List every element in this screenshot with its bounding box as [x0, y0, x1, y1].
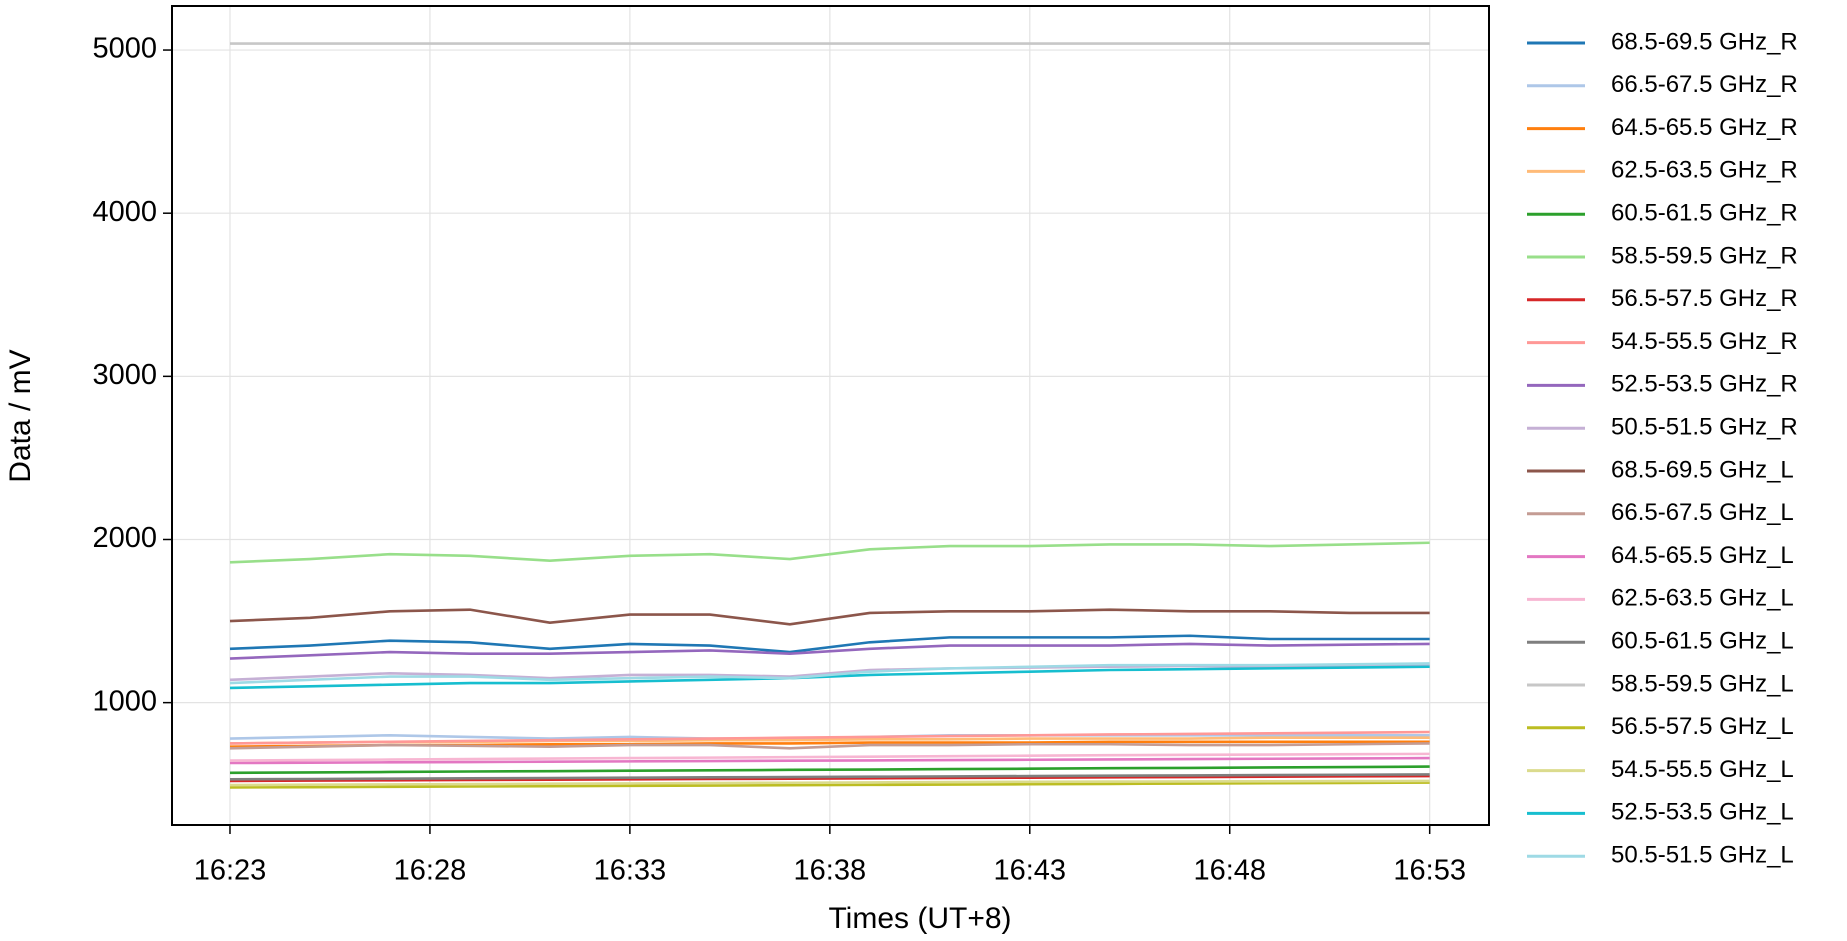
x-tick-label: 16:23	[194, 855, 267, 887]
legend-label: 64.5-65.5 GHz_R	[1611, 114, 1798, 141]
data-line	[229, 779, 1430, 787]
data-line	[229, 662, 1430, 685]
data-line	[229, 634, 1430, 654]
data-line	[229, 730, 1430, 745]
legend-label: 50.5-51.5 GHz_L	[1611, 842, 1794, 869]
data-line	[229, 756, 1430, 765]
data-line	[229, 541, 1430, 564]
x-tick-label: 16:33	[594, 855, 667, 887]
x-tick-label: 16:48	[1193, 855, 1266, 887]
legend-label: 54.5-55.5 GHz_R	[1611, 328, 1798, 355]
x-tick-label: 16:38	[794, 855, 867, 887]
y-tick-label: 1000	[92, 685, 157, 717]
legend-label: 52.5-53.5 GHz_R	[1611, 371, 1798, 398]
x-tick-label: 16:43	[993, 855, 1066, 887]
legend-label: 64.5-65.5 GHz_L	[1611, 542, 1794, 569]
data-line	[229, 642, 1430, 660]
legend-label: 62.5-63.5 GHz_L	[1611, 585, 1794, 612]
legend-label: 60.5-61.5 GHz_L	[1611, 628, 1794, 655]
legend-label: 56.5-57.5 GHz_L	[1611, 713, 1794, 740]
legend-label: 52.5-53.5 GHz_L	[1611, 799, 1794, 826]
x-tick-label: 16:28	[394, 855, 467, 887]
legend-label: 58.5-59.5 GHz_R	[1611, 242, 1798, 269]
legend-label: 58.5-59.5 GHz_L	[1611, 670, 1794, 697]
y-axis-label: Data / mV	[4, 349, 37, 482]
y-tick-label: 5000	[92, 33, 157, 65]
legend-label: 68.5-69.5 GHz_R	[1611, 28, 1798, 55]
data-line	[229, 742, 1430, 750]
legend-label: 62.5-63.5 GHz_R	[1611, 157, 1798, 184]
legend-label: 60.5-61.5 GHz_R	[1611, 200, 1798, 227]
plot-frame	[171, 5, 1490, 826]
y-tick-label: 3000	[92, 359, 157, 391]
data-line	[229, 773, 1430, 781]
data-line	[229, 774, 1430, 783]
legend-label: 68.5-69.5 GHz_L	[1611, 456, 1794, 483]
data-line	[229, 608, 1430, 626]
data-line	[229, 752, 1430, 762]
legend-label: 66.5-67.5 GHz_L	[1611, 499, 1794, 526]
legend-label: 56.5-57.5 GHz_R	[1611, 285, 1798, 312]
legend-label: 50.5-51.5 GHz_R	[1611, 414, 1798, 441]
data-line	[229, 781, 1430, 789]
x-tick-label: 16:53	[1393, 855, 1466, 887]
data-line	[229, 765, 1430, 775]
x-axis-label: Times (UT+8)	[828, 902, 1011, 935]
legend-label: 54.5-55.5 GHz_L	[1611, 756, 1794, 783]
data-line	[229, 665, 1430, 690]
legend-label: 66.5-67.5 GHz_R	[1611, 71, 1798, 98]
y-tick-label: 4000	[92, 196, 157, 228]
y-tick-label: 2000	[92, 522, 157, 554]
